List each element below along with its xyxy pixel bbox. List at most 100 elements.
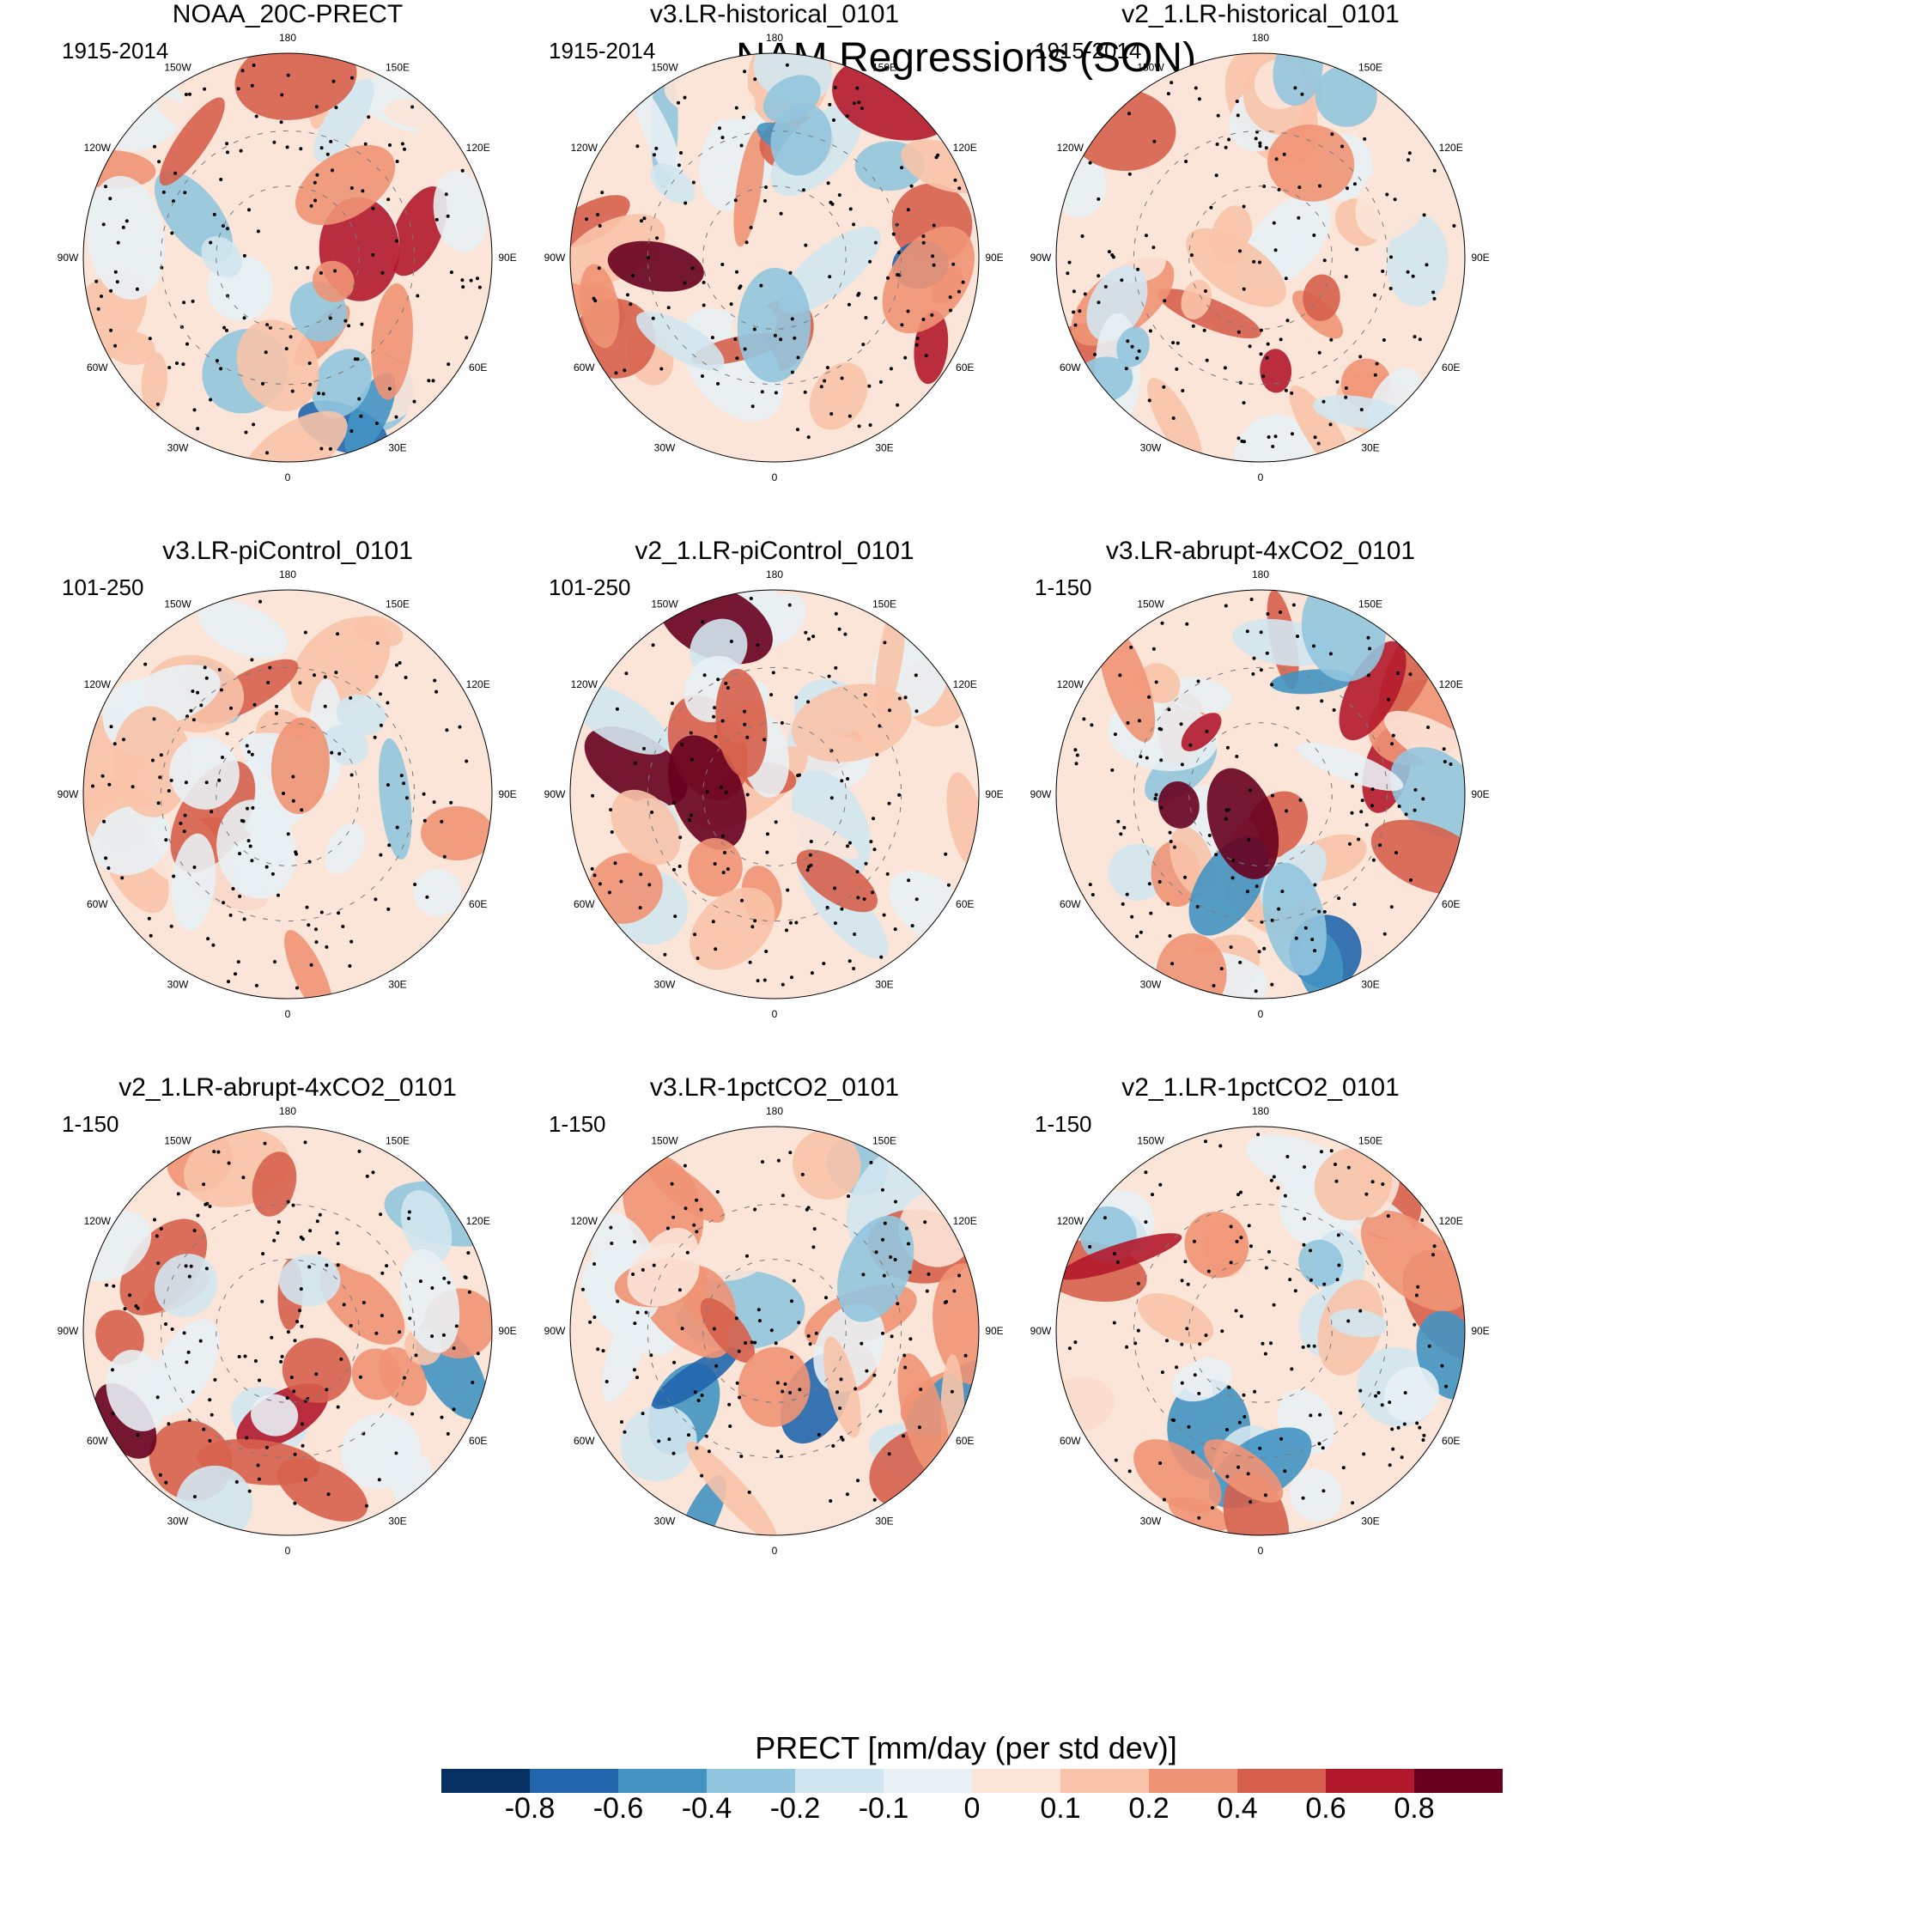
significance-dot: [903, 1365, 908, 1370]
significance-dot: [814, 1331, 818, 1335]
longitude-label: 180: [1252, 32, 1269, 44]
significance-dot: [720, 719, 725, 723]
longitude-label: 120W: [571, 142, 598, 154]
significance-dot: [1075, 753, 1079, 757]
significance-dot: [794, 920, 799, 925]
significance-dot: [1073, 1340, 1078, 1345]
significance-dot: [1271, 445, 1275, 448]
significance-dot: [1396, 671, 1400, 675]
panel-title: v3.LR-piControl_0101: [162, 537, 413, 565]
precip-anomaly-blob: [1273, 53, 1323, 106]
panel-period: 101-250: [549, 574, 631, 600]
precip-anomaly-blob: [433, 170, 488, 253]
longitude-label: 120W: [1057, 678, 1084, 690]
significance-dot: [932, 223, 936, 228]
significance-dot: [843, 632, 848, 636]
precip-anomaly-blob: [278, 1255, 341, 1307]
precip-anomaly-blob: [1058, 1233, 1182, 1280]
longitude-label: 90E: [1471, 252, 1489, 264]
significance-dot: [336, 1405, 340, 1409]
significance-dot: [1350, 811, 1354, 815]
significance-dot: [1375, 361, 1379, 366]
significance-dot: [1195, 905, 1200, 908]
significance-dot: [914, 709, 919, 714]
colorbar-segment: [618, 1769, 708, 1793]
significance-dot: [1230, 876, 1235, 880]
significance-dot: [1242, 401, 1246, 405]
significance-dot: [330, 750, 334, 755]
significance-dot: [841, 1437, 845, 1442]
significance-dot: [303, 630, 307, 635]
precip-anomaly-blob: [313, 78, 374, 162]
significance-dot: [792, 1279, 796, 1283]
significance-dot: [1354, 772, 1358, 776]
longitude-label: 30W: [654, 442, 676, 454]
significance-dot: [1290, 1367, 1294, 1371]
significance-dot: [831, 1443, 835, 1448]
significance-dot: [272, 1238, 276, 1242]
significance-dot: [1088, 883, 1092, 887]
significance-dot: [1370, 1180, 1375, 1184]
significance-dot: [1219, 967, 1224, 971]
significance-dot: [804, 243, 808, 247]
significance-dot: [169, 778, 173, 782]
significance-dot: [1344, 275, 1348, 279]
significance-dot: [1185, 1327, 1189, 1331]
significance-dot: [615, 707, 619, 711]
precip-anomaly-blob: [290, 1147, 338, 1200]
significance-dot: [300, 808, 304, 812]
significance-dot: [1129, 645, 1133, 649]
significance-dot: [619, 879, 623, 884]
precip-anomaly-blob: [312, 349, 372, 418]
significance-dot: [452, 1407, 456, 1412]
significance-dot: [781, 982, 785, 987]
coastline: [1188, 1259, 1333, 1403]
significance-dot: [184, 93, 188, 96]
significance-dot: [718, 126, 721, 131]
significance-dot: [1226, 808, 1230, 812]
significance-dot: [116, 240, 120, 245]
significance-dot: [1276, 1186, 1280, 1190]
significance-dot: [1183, 1260, 1188, 1264]
panel-title: v2_1.LR-piControl_0101: [635, 537, 914, 565]
significance-dot: [826, 181, 830, 185]
precip-anomaly-blob: [882, 226, 975, 334]
panel-title: v2_1.LR-abrupt-4xCO2_0101: [118, 1073, 457, 1102]
significance-dot: [293, 1339, 297, 1343]
significance-dot: [234, 1479, 239, 1484]
significance-dot: [750, 925, 755, 929]
significance-dot: [204, 676, 209, 680]
significance-dot: [112, 1284, 116, 1288]
significance-dot: [852, 222, 856, 227]
significance-dot: [633, 1240, 636, 1244]
significance-dot: [1153, 797, 1157, 800]
significance-dot: [395, 825, 399, 829]
significance-dot: [720, 136, 725, 140]
significance-dot: [1258, 1446, 1262, 1450]
significance-dot: [1273, 434, 1278, 439]
significance-dot: [860, 1341, 864, 1346]
significance-dot: [1382, 932, 1387, 936]
significance-dot: [779, 1455, 783, 1459]
significance-dot: [191, 299, 195, 303]
colorbar-tick-label: 0.6: [1305, 1792, 1346, 1825]
significance-dot: [430, 1334, 434, 1339]
significance-dot: [1388, 1463, 1392, 1467]
significance-dot: [1391, 1447, 1395, 1451]
longitude-label: 120E: [466, 142, 490, 154]
significance-dot: [700, 1394, 704, 1397]
significance-dot: [753, 1207, 757, 1212]
significance-dot: [1336, 1233, 1340, 1237]
significance-dot: [764, 950, 769, 953]
significance-dot: [251, 805, 255, 810]
significance-dot: [222, 325, 227, 330]
significance-dot: [1300, 92, 1304, 96]
significance-dot: [333, 269, 337, 273]
significance-dot: [598, 882, 602, 886]
significance-dot: [1159, 758, 1163, 762]
significance-dot: [724, 790, 728, 794]
precip-anomaly-blob: [1389, 747, 1465, 838]
significance-dot: [227, 1161, 231, 1165]
significance-dot: [748, 960, 752, 964]
